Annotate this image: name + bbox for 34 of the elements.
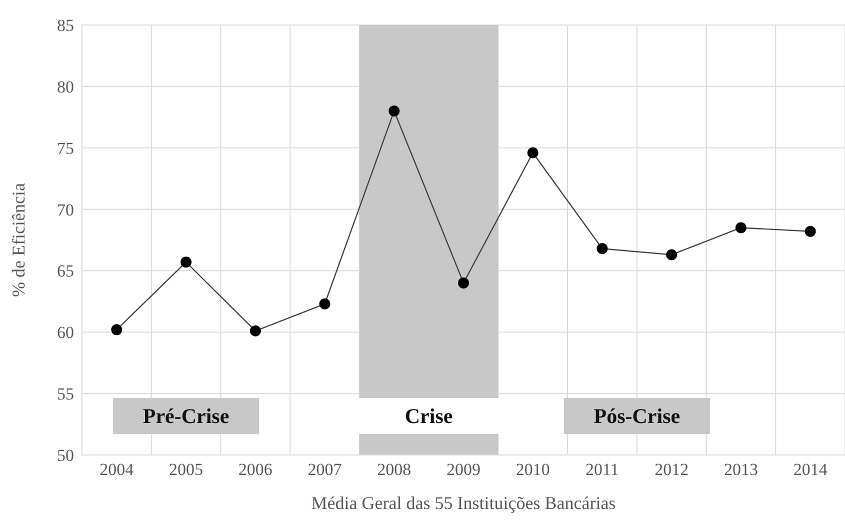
y-tick-label: 55 [57,384,74,404]
point [458,278,469,288]
point [527,147,538,158]
x-tick-label: 2013 [724,460,758,480]
y-tick-label: 70 [57,200,74,220]
point [250,325,261,336]
x-tick-label: 2010 [516,460,550,480]
y-tick-label: 75 [57,138,74,158]
x-tick-label: 2005 [169,460,204,480]
point [596,243,608,254]
text-box: Pré-Crise [113,398,260,434]
y-tick-label: 50 [57,446,74,466]
text-box: Pós-Crise [564,398,710,434]
x-tick-label: 2012 [654,460,689,480]
point [804,226,816,237]
y-tick-label: 85 [57,16,74,36]
y-tick-label: 60 [57,323,74,342]
point [666,249,678,260]
point [319,298,330,310]
x-axis-title: Média Geral das 55 Instituições Bancárias [311,493,616,513]
x-tick-label: 2004 [100,460,134,480]
x-tick-label: 2006 [238,460,272,480]
point [111,324,122,336]
y-tick-label: 65 [57,262,74,281]
point [735,222,746,234]
x-tick-label: 2007 [308,460,342,480]
x-tick-label: 2008 [377,460,412,480]
x-tick-label: 2014 [793,460,828,480]
point [180,256,192,268]
x-tick-label: 2011 [586,460,619,480]
y-tick-label: 80 [57,77,74,96]
point [388,106,400,116]
x-tick-label: 2009 [446,460,480,480]
y-axis-title: % de Eficiência [8,183,28,297]
